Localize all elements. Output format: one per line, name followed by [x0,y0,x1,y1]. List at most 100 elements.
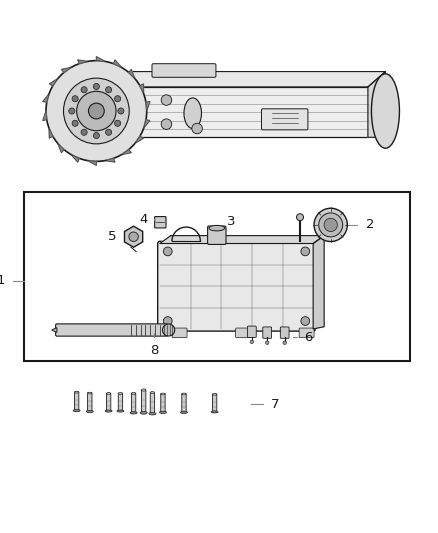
FancyBboxPatch shape [261,109,308,130]
Circle shape [72,96,78,102]
Polygon shape [49,128,53,138]
FancyBboxPatch shape [208,226,226,245]
Ellipse shape [149,413,156,415]
FancyBboxPatch shape [212,394,217,413]
FancyBboxPatch shape [263,327,272,338]
Polygon shape [105,158,115,162]
Polygon shape [52,328,57,333]
Circle shape [314,208,347,241]
Circle shape [161,119,172,130]
FancyBboxPatch shape [280,327,289,338]
Circle shape [81,129,87,135]
Polygon shape [61,67,71,72]
Polygon shape [160,236,324,244]
Circle shape [64,78,129,144]
Polygon shape [49,79,58,86]
FancyBboxPatch shape [56,324,168,336]
Ellipse shape [131,393,136,394]
Ellipse shape [117,410,124,412]
Circle shape [163,247,172,256]
Ellipse shape [140,411,147,414]
Ellipse shape [371,74,399,148]
Polygon shape [43,94,49,102]
Circle shape [161,95,172,106]
Text: 1: 1 [0,274,5,287]
Circle shape [81,87,87,93]
Circle shape [77,91,116,131]
Ellipse shape [130,411,137,414]
Polygon shape [113,60,122,67]
Circle shape [46,61,147,161]
Polygon shape [135,136,144,143]
FancyBboxPatch shape [88,393,92,412]
Text: 4: 4 [140,213,148,225]
FancyBboxPatch shape [152,64,216,77]
Ellipse shape [182,393,186,395]
Polygon shape [121,150,131,155]
Circle shape [114,120,120,126]
FancyBboxPatch shape [299,328,314,338]
Circle shape [283,341,286,344]
Ellipse shape [105,410,112,412]
Polygon shape [368,71,385,138]
Circle shape [129,232,138,241]
Ellipse shape [106,393,111,394]
Ellipse shape [180,411,187,414]
Ellipse shape [141,389,146,391]
Circle shape [106,129,112,135]
FancyBboxPatch shape [236,328,251,338]
Circle shape [297,214,304,221]
Circle shape [265,341,269,344]
Ellipse shape [88,392,92,394]
Circle shape [118,108,124,114]
Circle shape [301,247,310,256]
Circle shape [192,123,202,134]
Polygon shape [313,236,324,329]
FancyBboxPatch shape [161,393,165,413]
Polygon shape [78,60,88,63]
Ellipse shape [162,324,175,336]
Circle shape [106,87,112,93]
FancyBboxPatch shape [172,328,187,338]
Bar [24,192,410,361]
Ellipse shape [184,98,201,128]
Ellipse shape [212,393,217,395]
Text: 8: 8 [150,344,159,357]
FancyBboxPatch shape [247,326,256,337]
Circle shape [163,317,172,326]
Circle shape [69,108,75,114]
Polygon shape [96,56,105,61]
Circle shape [324,218,337,231]
Polygon shape [71,155,79,162]
FancyBboxPatch shape [182,393,186,413]
Circle shape [301,317,310,326]
Polygon shape [124,226,143,247]
Ellipse shape [159,411,166,414]
FancyBboxPatch shape [150,392,155,414]
Polygon shape [144,120,150,128]
Text: 6: 6 [304,331,313,344]
Text: 5: 5 [108,230,117,243]
Ellipse shape [209,225,225,231]
Circle shape [93,84,99,90]
Polygon shape [129,69,135,79]
Ellipse shape [118,393,123,394]
Ellipse shape [211,411,218,413]
FancyBboxPatch shape [74,392,79,411]
Bar [53,87,368,138]
Polygon shape [88,160,96,165]
Polygon shape [146,102,150,111]
Polygon shape [58,143,64,152]
Ellipse shape [150,392,155,394]
Ellipse shape [86,410,93,413]
Ellipse shape [161,393,165,395]
Text: 3: 3 [227,215,236,228]
Circle shape [72,120,78,126]
FancyBboxPatch shape [131,393,136,413]
FancyBboxPatch shape [118,393,123,411]
Circle shape [319,213,343,237]
Polygon shape [53,71,385,87]
Circle shape [88,103,104,119]
Circle shape [250,340,254,344]
Polygon shape [140,84,144,94]
